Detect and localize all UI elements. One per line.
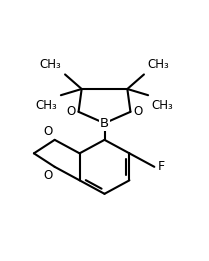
Text: CH₃: CH₃ (40, 58, 61, 71)
Text: B: B (100, 117, 109, 130)
Text: O: O (43, 125, 53, 138)
Text: F: F (158, 160, 165, 173)
Text: O: O (134, 105, 143, 118)
Text: CH₃: CH₃ (35, 99, 57, 112)
Text: CH₃: CH₃ (152, 99, 174, 112)
Text: O: O (66, 105, 75, 118)
Text: O: O (43, 169, 53, 182)
Text: CH₃: CH₃ (148, 58, 169, 71)
